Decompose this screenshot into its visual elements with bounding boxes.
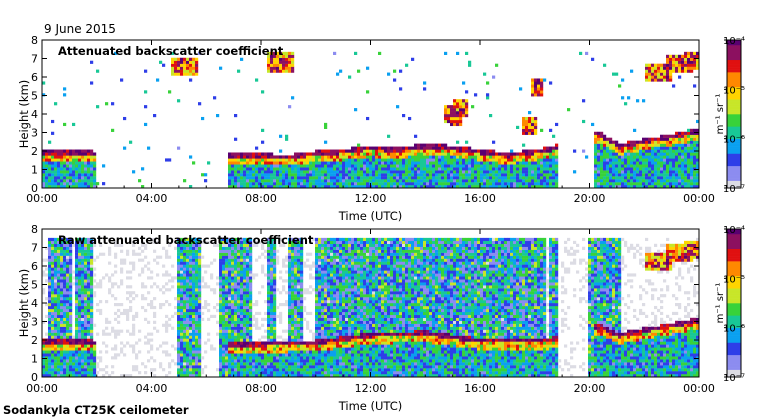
colorbar: 10⁻⁷ 10⁻⁶ 10⁻⁵ 10⁻⁴ m⁻¹ sr⁻¹ [715, 36, 745, 195]
colorbar-tick-label: 10⁻⁴ [723, 36, 745, 47]
y-axis-label: Height (km) [17, 269, 31, 338]
y-tick-label: 1 [31, 353, 38, 366]
y-tick-label: 4 [31, 108, 38, 121]
y-tick-label: 0 [31, 182, 38, 195]
x-tick-label: 16:00 [464, 382, 496, 395]
colorbar-tick-label: 10⁻⁵ [723, 85, 745, 96]
x-tick-label: 12:00 [355, 192, 387, 205]
x-tick-label: 04:00 [136, 192, 168, 205]
x-axis-label: Time (UTC) [338, 399, 403, 413]
x-tick-label: 20:00 [574, 382, 606, 395]
colorbar-frame [726, 39, 742, 189]
x-tick-label: 00:00 [683, 382, 715, 395]
y-tick-label: 5 [31, 90, 38, 103]
y-tick-label: 2 [31, 334, 38, 347]
x-tick-label: 08:00 [245, 192, 277, 205]
panel-2: Raw attenuated backscatter coefficient00… [17, 223, 745, 413]
heatmap-cells [42, 51, 700, 189]
colorbar: 10⁻⁷ 10⁻⁶ 10⁻⁵ 10⁻⁴ m⁻¹ sr⁻¹ [715, 225, 745, 384]
y-axis-label: Height (km) [17, 80, 31, 149]
colorbar-tick-label: 10⁻⁶ [723, 324, 745, 335]
x-tick-label: 00:00 [26, 382, 58, 395]
y-tick-label: 0 [31, 371, 38, 384]
y-tick-label: 1 [31, 164, 38, 177]
y-tick-label: 3 [31, 316, 38, 329]
colorbar-label: m⁻¹ sr⁻¹ [715, 94, 726, 135]
y-tick-label: 8 [31, 34, 38, 47]
x-tick-label: 12:00 [355, 382, 387, 395]
colorbar-tick-label: 10⁻⁷ [723, 373, 745, 384]
y-tick-label: 3 [31, 127, 38, 140]
x-tick-label: 20:00 [574, 192, 606, 205]
x-axis-label: Time (UTC) [338, 209, 403, 223]
y-tick-label: 7 [31, 53, 38, 66]
y-tick-label: 4 [31, 297, 38, 310]
heatmap-cells [42, 237, 700, 378]
x-tick-label: 08:00 [245, 382, 277, 395]
colorbar-label: m⁻¹ sr⁻¹ [715, 283, 726, 324]
panel-title: Attenuated backscatter coefficient [58, 44, 284, 58]
x-tick-label: 04:00 [136, 382, 168, 395]
y-tick-label: 6 [31, 260, 38, 273]
panel-title: Raw attenuated backscatter coefficient [58, 233, 314, 247]
x-tick-label: 16:00 [464, 192, 496, 205]
colorbar-tick-label: 10⁻⁵ [723, 274, 745, 285]
instrument-label: Sodankyla CT25K ceilometer [3, 403, 189, 417]
y-tick-label: 6 [31, 71, 38, 84]
date-label: 9 June 2015 [44, 22, 116, 36]
colorbar-frame [726, 228, 742, 378]
y-tick-label: 8 [31, 223, 38, 236]
x-tick-label: 00:00 [26, 192, 58, 205]
y-tick-label: 2 [31, 145, 38, 158]
colorbar-tick-label: 10⁻⁶ [723, 135, 745, 146]
y-tick-label: 7 [31, 242, 38, 255]
colorbar-tick-label: 10⁻⁴ [723, 225, 745, 236]
colorbar-tick-label: 10⁻⁷ [723, 184, 745, 195]
y-tick-label: 5 [31, 279, 38, 292]
x-tick-label: 00:00 [683, 192, 715, 205]
